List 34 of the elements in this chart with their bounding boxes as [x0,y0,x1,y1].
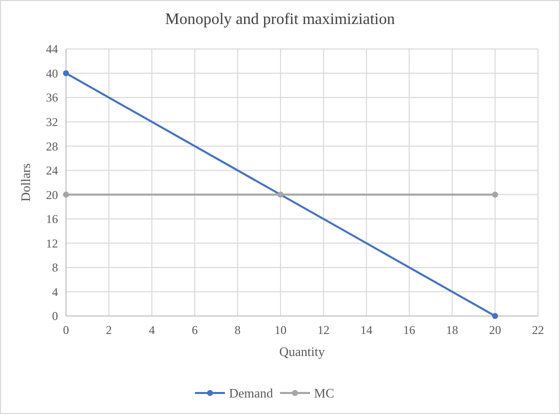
x-tick-label: 4 [148,323,155,337]
x-tick-label: 2 [106,323,112,337]
y-tick-label: 0 [52,309,58,324]
x-tick-label: 20 [489,323,502,337]
x-tick-label: 16 [403,323,416,337]
y-tick-label: 36 [46,90,58,105]
y-tick-label: 24 [46,164,58,178]
x-tick-label: 18 [446,323,458,337]
point [492,192,498,198]
x-axis-title: Quantity [279,344,326,359]
y-tick-label: 32 [46,115,58,130]
y-tick-label: 44 [46,42,58,56]
x-tick-label: 8 [234,323,241,337]
y-tick-label: 16 [46,212,58,226]
point [278,192,284,198]
point [492,313,498,319]
legend-label: Demand [229,386,274,401]
x-tick-label: 12 [317,323,330,337]
y-tick-label: 4 [52,284,58,299]
legend-label: MC [314,386,334,401]
x-tick-label: 14 [360,323,372,337]
x-tick-label: 22 [532,323,544,337]
y-tick-label: 40 [46,66,58,80]
y-tick-label: 20 [46,188,58,202]
x-tick-label: 10 [274,323,287,337]
y-tick-label: 8 [52,260,58,275]
point [63,192,69,198]
x-tick-label: 6 [192,323,198,337]
y-tick-label: 28 [46,139,58,154]
x-tick-label: 0 [63,323,69,337]
point [63,70,69,76]
y-axis-title: Dollars [18,163,33,202]
chart-title: Monopoly and profit maximiziation [165,11,395,28]
y-tick-label: 12 [46,236,58,250]
